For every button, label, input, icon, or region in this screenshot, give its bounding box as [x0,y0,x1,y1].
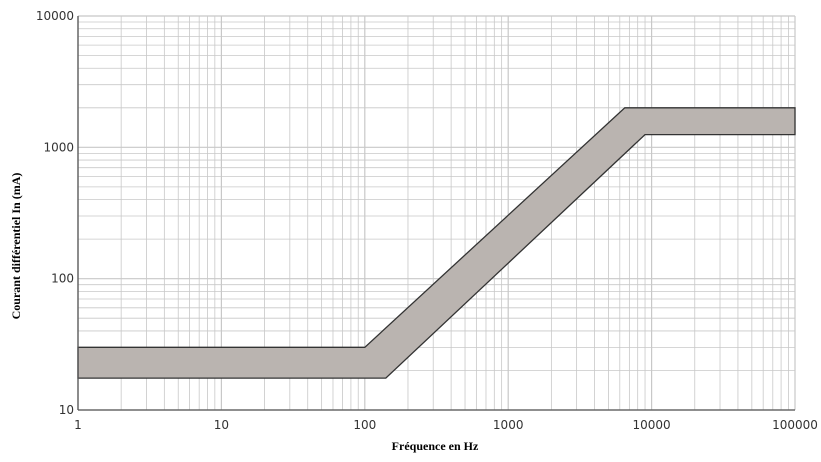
x-tick-label: 1000 [493,418,524,432]
x-tick-label: 1 [74,418,82,432]
y-tick-label: 100 [51,272,74,286]
tolerance-band [77,107,796,379]
x-tick-label: 10 [214,418,229,432]
y-tick-label: 1000 [43,140,74,154]
x-tick-label: 10000 [633,418,671,432]
y-axis-title: Courant différentiel In (mA) [9,173,23,320]
x-tick-label: 100 [353,418,376,432]
axes [77,16,795,411]
tolerance-band-area [77,107,796,379]
x-axis-title: Fréquence en Hz [392,439,479,453]
y-tick-label: 10 [59,403,74,417]
x-tick-label: 100000 [772,418,818,432]
y-tick-label: 10000 [36,9,74,23]
